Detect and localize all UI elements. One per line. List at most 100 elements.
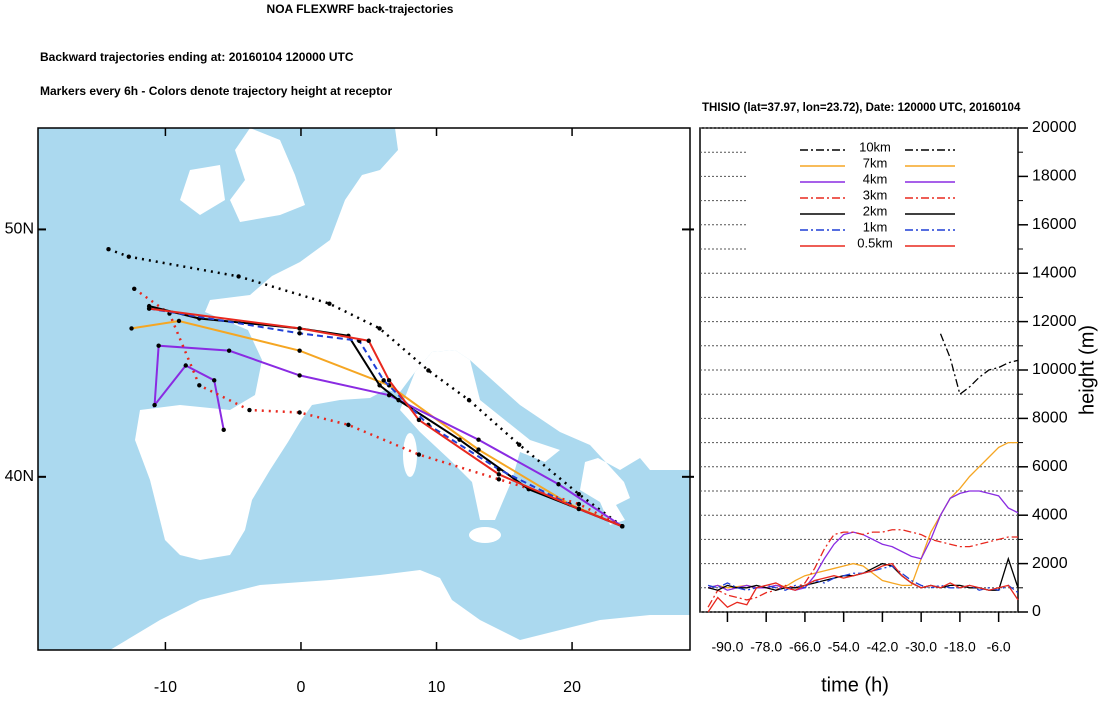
- sicily: [469, 527, 501, 543]
- x-tick-label: -30.0: [905, 639, 937, 655]
- italy: [400, 350, 560, 520]
- x-tick-label: -42.0: [866, 639, 898, 655]
- legend-label: 3km: [863, 187, 888, 202]
- y-tick-label: 50N: [5, 221, 34, 238]
- x-tick-label: -10: [154, 679, 177, 696]
- trajectory-marker: [247, 407, 252, 413]
- trajectory-marker: [386, 378, 392, 383]
- map-base: [38, 128, 690, 650]
- x-axis-label: time (h): [821, 674, 889, 696]
- trajectory-marker: [236, 274, 241, 279]
- trajectory-marker: [416, 452, 422, 457]
- trajectory-marker: [183, 363, 188, 368]
- trajectory-marker: [576, 506, 582, 512]
- trajectory: [108, 248, 623, 528]
- continent: [135, 128, 690, 560]
- x-tick-label: -66.0: [789, 639, 821, 655]
- trajectory-marker: [556, 482, 561, 487]
- legend-label: 1km: [863, 219, 888, 234]
- trajectory-marker: [396, 397, 401, 403]
- y-tick-label: 20000: [1032, 119, 1077, 136]
- y-tick-label: 12000: [1032, 313, 1077, 330]
- trajectory-marker: [457, 437, 462, 442]
- y-axis-label: height (m): [1076, 325, 1098, 415]
- trajectory-marker: [346, 422, 351, 428]
- trajectory-marker: [576, 501, 582, 507]
- height-line: [707, 529, 1018, 608]
- trajectory-marker: [517, 442, 522, 447]
- trajectory-marker: [156, 343, 161, 348]
- trajectory-marker: [496, 467, 502, 472]
- great-britain: [230, 128, 305, 222]
- y-tick-label: 8000: [1032, 410, 1068, 427]
- trajectory-marker: [476, 437, 481, 442]
- trajectory-marker: [496, 477, 502, 482]
- trajectory-marker: [576, 491, 582, 497]
- trajectory-marker: [416, 417, 422, 423]
- trajectory-marker: [176, 318, 182, 324]
- trajectory-marker: [377, 383, 382, 388]
- figure-title: NOA FLEXWRF back-trajectories: [267, 2, 454, 16]
- x-tick-label: -6.0: [987, 639, 1011, 655]
- trajectory-marker: [106, 247, 111, 252]
- trajectory-marker: [297, 373, 302, 378]
- x-tick-label: -18.0: [944, 639, 976, 655]
- trajectory-marker: [126, 254, 132, 259]
- trajectory-marker: [132, 286, 137, 292]
- subtitle: Backward trajectories ending at: 2016010…: [40, 50, 354, 64]
- trajectory-marker: [152, 402, 157, 408]
- plot-title: THISIO (lat=37.97, lon=23.72), Date: 120…: [702, 102, 1021, 114]
- height-line: [939, 333, 1019, 396]
- y-tick-label: 0: [1032, 603, 1041, 620]
- trajectory-marker: [327, 301, 332, 306]
- trajectory-marker: [297, 348, 302, 353]
- y-tick-label: 6000: [1032, 458, 1068, 475]
- legend-label: 10km: [859, 139, 891, 154]
- trajectory-marker: [377, 326, 382, 331]
- x-tick-label: -90.0: [711, 639, 743, 655]
- legend-label: 7km: [863, 155, 888, 170]
- x-tick-label: 0: [297, 679, 306, 696]
- trajectory: [149, 307, 623, 528]
- trajectory-marker: [129, 326, 134, 331]
- map-frame: [37, 127, 691, 651]
- north-africa: [110, 570, 690, 650]
- y-tick-label: 40N: [5, 468, 34, 485]
- trajectory-marker: [297, 331, 302, 336]
- height-line: [707, 490, 1019, 591]
- trajectory-marker: [226, 348, 232, 353]
- x-tick-label: 20: [563, 679, 581, 696]
- trajectory-marker: [146, 306, 152, 311]
- trajectory-marker: [426, 368, 431, 373]
- legend-label: 2km: [863, 203, 888, 218]
- trajectory-marker: [381, 378, 386, 383]
- trajectory-marker: [476, 447, 481, 452]
- sardinia: [403, 433, 417, 477]
- trajectory-marker: [297, 410, 302, 415]
- y-tick-label: 2000: [1032, 555, 1068, 572]
- height-line: [707, 565, 1019, 594]
- legend-label: 4km: [863, 171, 888, 186]
- legend-box: [752, 138, 1012, 254]
- trajectory-marker: [620, 524, 625, 529]
- trajectory-marker: [221, 427, 226, 433]
- trajectory-marker: [366, 338, 371, 343]
- subtitle: Markers every 6h - Colors denote traject…: [40, 84, 392, 98]
- ireland: [180, 165, 225, 215]
- x-tick-label: -78.0: [750, 639, 782, 655]
- y-tick-label: 14000: [1032, 264, 1077, 281]
- trajectory-marker: [197, 383, 202, 388]
- trajectory-marker: [212, 378, 217, 383]
- height-line: [707, 562, 1019, 613]
- trajectory-marker: [496, 472, 502, 477]
- height-line: [707, 441, 1018, 589]
- y-tick-label: 4000: [1032, 506, 1068, 523]
- x-tick-label: 10: [428, 679, 446, 696]
- y-tick-label: 10000: [1032, 361, 1077, 378]
- x-tick-label: -54.0: [828, 639, 860, 655]
- trajectory: [133, 287, 623, 528]
- y-tick-label: 18000: [1032, 168, 1077, 185]
- trajectory-marker: [297, 326, 302, 331]
- legend-label: 0.5km: [857, 235, 892, 250]
